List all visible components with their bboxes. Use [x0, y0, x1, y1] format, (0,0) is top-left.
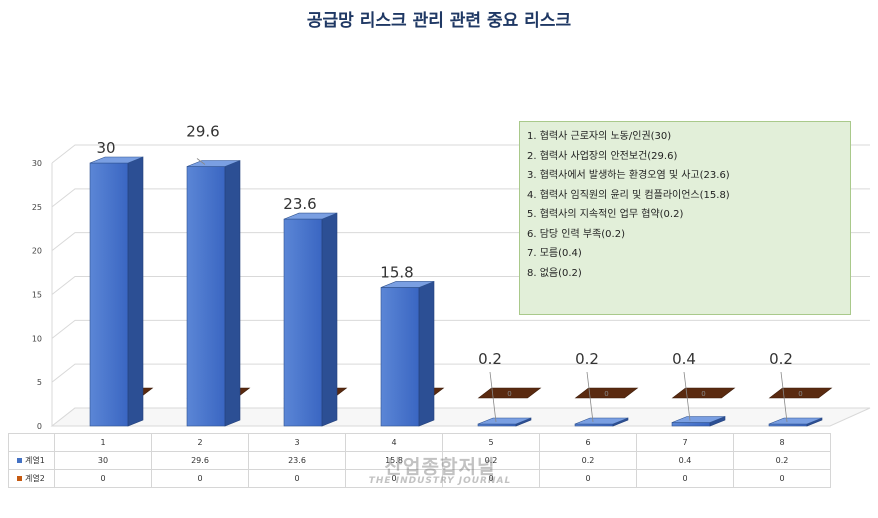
data-value-label: 23.6	[283, 195, 316, 213]
y-tick-label: 15	[32, 291, 42, 300]
series-name: 계열2	[25, 474, 45, 483]
data-value-label: 0.2	[575, 350, 599, 368]
data-value-label: 0.4	[672, 350, 696, 368]
series-name: 계열1	[25, 456, 45, 465]
series-1-bar-side	[321, 212, 338, 427]
y-tick-label: 5	[37, 378, 42, 387]
table-cell: 0	[733, 469, 831, 488]
table-cell: 0	[636, 469, 734, 488]
table-row: 계열2 0 0 0 0 0 0 0 0	[8, 469, 831, 488]
data-label-leader	[683, 371, 691, 421]
data-label-leader	[489, 371, 497, 423]
category-tick-label: 7	[636, 433, 734, 452]
chart-floor	[50, 407, 871, 427]
category-tick-label: 6	[539, 433, 637, 452]
table-cell: 29.6	[151, 451, 249, 470]
data-table: 1 2 3 4 5 6 7 8 계열1 30 29.6 23.6 15.8 0.2 0.2 0.4 0.2 계열2…	[8, 433, 831, 488]
series-1-bar-top	[574, 417, 629, 425]
watermark-logo: 산업종합저널 THE INDUSTRY JOURNAL	[365, 452, 515, 486]
series-2-value-label: 0	[798, 390, 802, 398]
data-value-label: 0.2	[478, 350, 502, 368]
table-cell: 0.2	[539, 451, 637, 470]
y-tick-label: 30	[32, 159, 42, 168]
watermark-line-1: 산업종합저널	[384, 456, 496, 478]
table-cell: 0	[539, 469, 637, 488]
data-value-label: 15.8	[380, 263, 413, 281]
table-cell: 0	[248, 469, 346, 488]
series-1-bar-top	[671, 416, 726, 423]
series-1-bar	[380, 287, 420, 427]
table-cell: 0.2	[733, 451, 831, 470]
category-tick-label: 3	[248, 433, 346, 452]
y-tick-label: 25	[32, 203, 42, 212]
data-label-leader	[196, 158, 206, 165]
legend-item: 7. 모름(0.4)	[527, 248, 582, 259]
legend-item: 3. 협력사에서 발생하는 환경오염 및 사고(23.6)	[527, 170, 730, 181]
series-2-value-label: 0	[507, 390, 511, 398]
series-1-bar	[283, 218, 323, 427]
data-value-label: 0.2	[769, 350, 793, 368]
series-1-marks	[89, 156, 823, 427]
series-2-bar	[477, 387, 542, 399]
y-tick-label: 0	[37, 422, 42, 431]
y-tick-label: 20	[32, 247, 42, 256]
watermark-line-2: THE INDUSTRY JOURNAL	[368, 476, 512, 486]
series-1-bar	[89, 162, 129, 427]
table-row: 계열1 30 29.6 23.6 15.8 0.2 0.2 0.4 0.2	[8, 451, 831, 470]
series-row-header: 계열1	[8, 451, 55, 470]
table-cell: 0	[442, 469, 540, 488]
series-row-header: 계열2	[8, 469, 55, 488]
gridline	[51, 319, 870, 339]
category-tick-label: 8	[733, 433, 831, 452]
y-tick-label: 10	[32, 334, 42, 343]
series-2-value-label: 0	[604, 390, 608, 398]
series-1-bar-side	[418, 281, 435, 427]
series-1-bar-side	[224, 160, 241, 427]
table-cell: 30	[54, 451, 152, 470]
chart-title: 공급망 리스크 관리 관련 중요 리스크	[306, 11, 572, 31]
series-2-bar	[768, 387, 833, 399]
legend-item: 5. 협력사의 지속적인 업무 협약(0.2)	[527, 209, 684, 220]
data-labels: 30 29.6 23.6 15.8 0.2 0.2 0.4 0.2	[96, 123, 793, 423]
data-value-label: 29.6	[186, 123, 219, 141]
series-1-bar-top	[380, 281, 435, 288]
series-1-bar-top	[89, 156, 144, 164]
series-swatch-icon	[17, 458, 22, 463]
data-value-label: 30	[96, 139, 115, 157]
legend-item: 6. 담당 인력 부족(0.2)	[527, 228, 625, 240]
data-label-leader	[586, 371, 594, 423]
series-swatch-icon	[17, 476, 22, 481]
table-cell: 0.4	[636, 451, 734, 470]
series-1-bar	[671, 422, 711, 427]
table-corner-cell	[8, 433, 55, 452]
series-1-bar-top	[283, 212, 338, 220]
y-axis: 0 5 10 15 20 25 30	[32, 159, 42, 431]
table-cell: 0	[151, 469, 249, 488]
category-tick-label: 1	[54, 433, 152, 452]
data-label-leader	[780, 371, 788, 423]
floor-plane	[50, 407, 871, 427]
category-legend-box: 1. 협력사 근로자의 노동/인권(30) 2. 협력사 사업장의 안전보건(29…	[519, 121, 851, 315]
series-1-bar-top	[186, 160, 241, 167]
series-1-bar	[186, 166, 226, 427]
table-cell: 0	[54, 469, 152, 488]
table-cell: 23.6	[248, 451, 346, 470]
category-tick-label: 5	[442, 433, 540, 452]
series-2-value-label: 0	[701, 390, 705, 398]
series-1-bar-top	[768, 417, 823, 425]
category-tick-label: 4	[345, 433, 443, 452]
series-1-bar-side	[127, 156, 144, 427]
category-tick-label: 2	[151, 433, 249, 452]
series-2-bar	[671, 387, 736, 399]
series-2-bar	[574, 387, 639, 399]
legend-item: 1. 협력사 근로자의 노동/인권(30)	[527, 131, 672, 142]
gridline	[51, 363, 870, 383]
series-1-bar-top	[477, 417, 532, 425]
legend-item: 4. 협력사 임직원의 윤리 및 컴플라이언스(15.8)	[527, 189, 730, 201]
legend-item: 2. 협력사 사업장의 안전보건(29.6)	[527, 150, 678, 162]
legend-item: 8. 없음(0.2)	[527, 267, 582, 279]
